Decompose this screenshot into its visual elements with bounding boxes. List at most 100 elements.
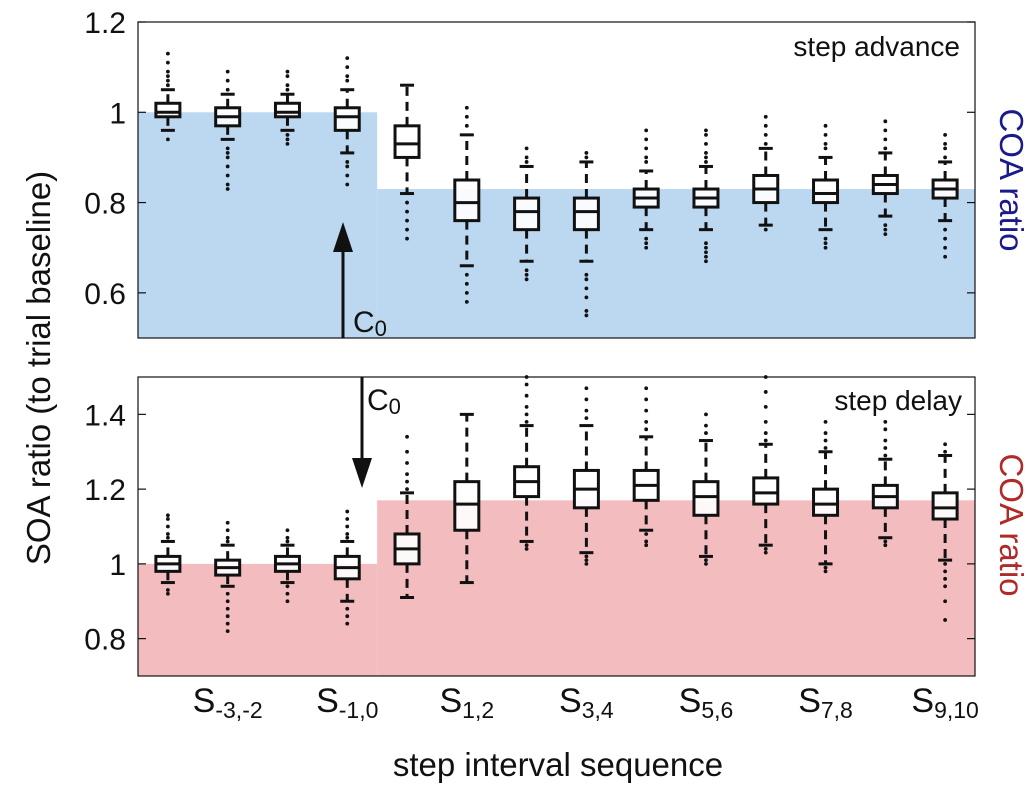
outlier-point [285, 83, 290, 88]
outlier-point [464, 114, 469, 119]
outlier-point [225, 78, 230, 83]
outlier-point [165, 83, 170, 88]
outlier-point [345, 524, 350, 529]
outlier-point [464, 299, 469, 304]
outlier-point [823, 123, 828, 128]
outlier-point [644, 236, 649, 241]
outlier-point [943, 155, 948, 160]
outlier-point [225, 87, 230, 92]
outlier-point [823, 569, 828, 574]
outlier-point [345, 621, 350, 626]
outlier-point [225, 520, 230, 525]
outlier-point [345, 614, 350, 619]
outlier-point [883, 119, 888, 124]
outlier-point [285, 132, 290, 137]
box-4 [333, 509, 361, 626]
outlier-point [763, 405, 768, 409]
outlier-point [285, 539, 290, 544]
outlier-point [584, 561, 589, 566]
outlier-point [763, 123, 768, 128]
outlier-point [823, 565, 828, 570]
outlier-point [943, 132, 948, 137]
box-12 [812, 419, 840, 574]
box-3 [273, 528, 301, 604]
outlier-point [943, 141, 948, 146]
c0-arrow-head [352, 458, 372, 488]
x-tick-label: S1,2 [439, 682, 494, 723]
outlier-point [823, 419, 828, 424]
outlier-point [943, 599, 948, 604]
x-tick-label: S5,6 [679, 682, 734, 723]
box-11 [752, 375, 780, 555]
outlier-point [763, 141, 768, 146]
outlier-point [943, 569, 948, 574]
outlier-point [524, 393, 529, 398]
outlier-point [345, 509, 350, 514]
coa-region-before [138, 563, 378, 676]
outlier-point [285, 599, 290, 604]
outlier-point [524, 547, 529, 551]
outlier-point [225, 146, 230, 151]
outlier-point [524, 405, 529, 409]
outlier-point [644, 245, 649, 250]
outlier-point [704, 558, 708, 563]
y-tick-label: 1 [109, 97, 126, 130]
outlier-point [165, 588, 170, 592]
y-tick-label: 1 [109, 549, 126, 582]
outlier-point [584, 558, 589, 563]
outlier-point [943, 576, 948, 581]
panel-annotation: step advance [793, 31, 960, 62]
outlier-point [584, 277, 589, 282]
outlier-point [644, 241, 649, 246]
outlier-point [763, 431, 768, 435]
outlier-point [225, 151, 230, 155]
outlier-point [584, 416, 589, 421]
outlier-point [225, 187, 230, 191]
box-5 [393, 83, 421, 241]
outlier-point [464, 290, 469, 295]
outlier-point [883, 223, 888, 228]
outlier-point [584, 397, 589, 402]
outlier-point [285, 69, 290, 74]
outlier-point [225, 606, 230, 611]
outlier-point [763, 114, 768, 119]
outlier-point [464, 272, 469, 277]
outlier-point [763, 390, 768, 394]
outlier-point [345, 78, 350, 83]
outlier-point [584, 295, 589, 300]
outlier-point [644, 532, 649, 536]
outlier-point [225, 69, 230, 74]
outlier-point [405, 200, 409, 205]
outlier-point [644, 408, 649, 413]
outlier-point [584, 286, 589, 291]
outlier-point [285, 591, 290, 596]
outlier-point [165, 513, 170, 518]
outlier-point [405, 227, 409, 232]
outlier-point [584, 554, 589, 559]
outlier-point [823, 141, 828, 146]
outlier-point [285, 87, 290, 92]
outlier-point [285, 74, 290, 79]
outlier-point [225, 173, 230, 178]
box-6 [453, 105, 481, 304]
shared-x-axis: S-3,-2 S-1,0 S1,2 S3,4 S5,6 S7,8 S9,10 [193, 682, 979, 723]
outlier-point [883, 427, 888, 432]
outlier-point [165, 137, 170, 142]
outlier-point [943, 236, 948, 241]
outlier-point [524, 268, 529, 273]
iqr-box [812, 178, 840, 205]
outlier-point [405, 461, 409, 465]
outlier-point [285, 528, 290, 533]
outlier-point [704, 151, 708, 155]
outlier-point [165, 51, 170, 56]
outlier-point [345, 56, 350, 61]
outlier-point [285, 141, 290, 146]
outlier-point [883, 453, 888, 458]
box-10 [692, 412, 720, 566]
outlier-point [405, 487, 409, 492]
iqr-box [692, 480, 720, 517]
outlier-point [763, 550, 768, 555]
box-8 [572, 386, 600, 566]
